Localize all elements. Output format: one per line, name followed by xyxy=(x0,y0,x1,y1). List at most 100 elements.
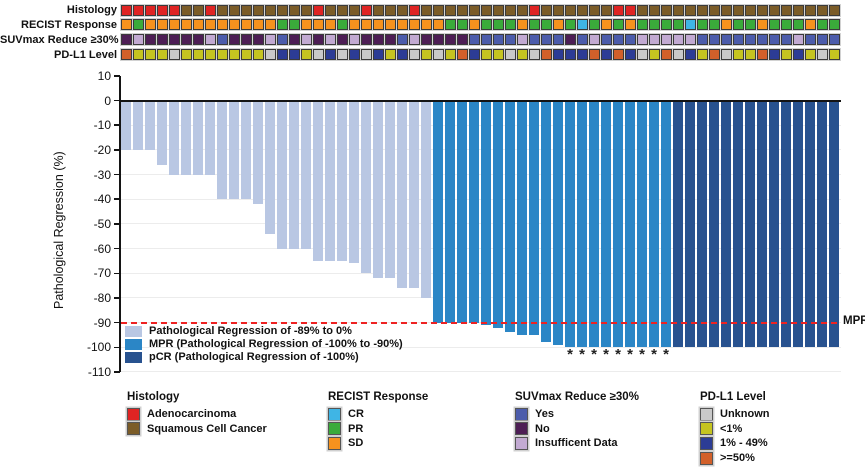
regression-bar xyxy=(793,101,803,348)
pdl1-cell xyxy=(768,48,780,60)
suvmax-cell xyxy=(360,33,372,45)
pdl1-cell xyxy=(264,48,276,60)
pdl1-cell xyxy=(216,48,228,60)
suvmax-cell xyxy=(420,33,432,45)
suvmax-cell xyxy=(288,33,300,45)
suvmax-cell xyxy=(732,33,744,45)
legend-swatch xyxy=(700,451,713,465)
recist-cell xyxy=(216,19,228,31)
histology-cell xyxy=(468,4,480,16)
suvmax-cell xyxy=(384,33,396,45)
recist-cell xyxy=(264,19,276,31)
y-axis-tick-label: 0 xyxy=(104,93,111,108)
pdl1-cell xyxy=(372,48,384,60)
recist-cell xyxy=(372,19,384,31)
histology-cell xyxy=(528,4,540,16)
histology-cell xyxy=(360,4,372,16)
recist-cell xyxy=(312,19,324,31)
y-axis-tick xyxy=(113,371,120,373)
y-axis-tick-label: -10 xyxy=(93,118,111,133)
legend-item-label: PR xyxy=(348,422,364,435)
suvmax-cell xyxy=(528,33,540,45)
legend-group-title: SUVmax Reduce ≥30% xyxy=(515,391,639,403)
suvmax-cell xyxy=(660,33,672,45)
pdl1-cell xyxy=(552,48,564,60)
recist-cell xyxy=(648,19,660,31)
y-axis-title: Pathological Regression (%) xyxy=(52,151,66,309)
recist-cell xyxy=(600,19,612,31)
suvmax-cell xyxy=(696,33,708,45)
histology-cell xyxy=(192,4,204,16)
pdl1-cell xyxy=(276,48,288,60)
histology-cell xyxy=(720,4,732,16)
suvmax-cell xyxy=(600,33,612,45)
y-axis-tick xyxy=(113,346,120,349)
pdl1-cell xyxy=(672,48,684,60)
regression-bar xyxy=(217,101,227,200)
mpr-reference-line xyxy=(121,321,841,324)
recist-cell xyxy=(204,19,216,31)
y-axis-tick-label: -100 xyxy=(86,340,111,355)
recist-cell xyxy=(708,19,720,31)
regression-bar xyxy=(313,101,323,261)
recist-cell xyxy=(240,19,252,31)
regression-bar xyxy=(817,101,827,348)
pdl1-cell xyxy=(252,48,264,60)
histology-cell xyxy=(384,4,396,16)
y-axis-tick-label: 10 xyxy=(97,68,111,83)
regression-bar xyxy=(613,101,623,348)
recist-cell xyxy=(468,19,480,31)
y-axis-tick xyxy=(113,297,120,299)
suvmax-cell xyxy=(504,33,516,45)
histology-cell xyxy=(780,4,792,16)
histology-cell xyxy=(768,4,780,16)
suvmax-cell xyxy=(132,33,144,45)
legend-swatch xyxy=(515,436,528,450)
regression-bar xyxy=(181,101,191,175)
legend-swatch xyxy=(515,422,528,436)
histology-cell xyxy=(420,4,432,16)
suvmax-cell xyxy=(396,33,408,45)
recist-cell xyxy=(252,19,264,31)
pdl1-cell xyxy=(780,48,792,60)
histology-cell xyxy=(744,4,756,16)
y-axis-tick xyxy=(113,99,120,102)
recist-cell xyxy=(684,19,696,31)
legend-item-label: Adenocarcinoma xyxy=(147,408,237,420)
regression-bar xyxy=(781,101,791,348)
regression-bar xyxy=(289,101,299,249)
pdl1-cell xyxy=(588,48,600,60)
pdl1-cell xyxy=(696,48,708,60)
suvmax-cell xyxy=(756,33,768,45)
pdl1-cell xyxy=(624,48,636,60)
regression-bar xyxy=(445,101,455,323)
suvmax-cell xyxy=(780,33,792,45)
histology-cell xyxy=(132,4,144,16)
plot-legend-label: MPR (Pathological Regression of -100% to… xyxy=(149,338,403,350)
y-axis-tick xyxy=(113,198,120,200)
histology-cell xyxy=(276,4,288,16)
recist-cell xyxy=(660,19,672,31)
recist-cell xyxy=(552,19,564,31)
regression-bar xyxy=(349,101,359,264)
recist-cell xyxy=(516,19,528,31)
asterisk-marker: * xyxy=(627,346,633,363)
pdl1-cell xyxy=(756,48,768,60)
regression-bar xyxy=(205,101,215,175)
pdl1-cell xyxy=(504,48,516,60)
plot-legend-label: Pathological Regression of -89% to 0% xyxy=(149,325,352,337)
histology-cell xyxy=(156,4,168,16)
histology-cell xyxy=(216,4,228,16)
suvmax-cell xyxy=(816,33,828,45)
regression-bar xyxy=(649,101,659,348)
regression-bar xyxy=(721,101,731,348)
pdl1-cell xyxy=(324,48,336,60)
suvmax-cell xyxy=(216,33,228,45)
regression-bar xyxy=(157,101,167,165)
regression-bar xyxy=(505,101,515,333)
pdl1-cell xyxy=(336,48,348,60)
legend-item-label: Unknown xyxy=(720,408,770,420)
recist-cell xyxy=(384,19,396,31)
regression-bar xyxy=(325,101,335,261)
regression-bar xyxy=(145,101,155,150)
